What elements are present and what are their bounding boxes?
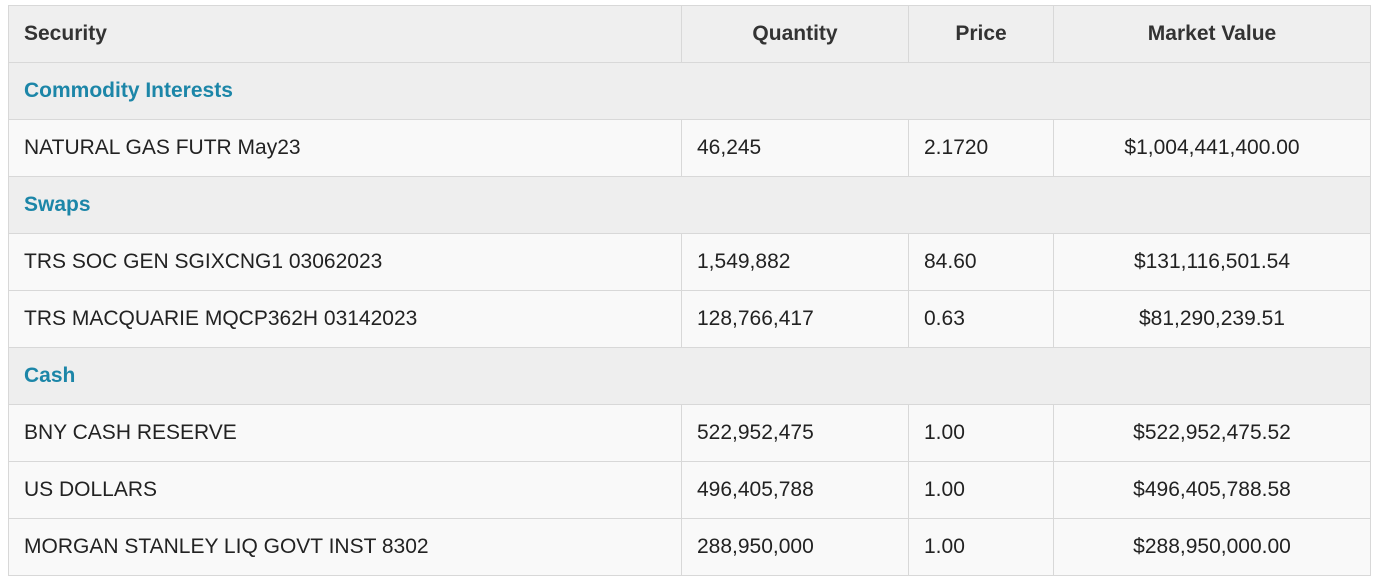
quantity-cell: 288,950,000 bbox=[681, 518, 909, 576]
security-cell: MORGAN STANLEY LIQ GOVT INST 8302 bbox=[8, 518, 682, 576]
quantity-cell: 46,245 bbox=[681, 119, 909, 177]
section-row-swaps: Swaps bbox=[8, 176, 1371, 234]
security-cell: BNY CASH RESERVE bbox=[8, 404, 682, 462]
quantity-cell: 1,549,882 bbox=[681, 233, 909, 291]
market-value-cell: $81,290,239.51 bbox=[1053, 290, 1371, 348]
market-value-cell: $131,116,501.54 bbox=[1053, 233, 1371, 291]
column-header-security[interactable]: Security bbox=[8, 5, 682, 63]
table-row: TRS SOC GEN SGIXCNG1 03062023 1,549,882 … bbox=[8, 233, 1371, 291]
quantity-cell: 522,952,475 bbox=[681, 404, 909, 462]
holdings-table: Security Quantity Price Market Value Com… bbox=[8, 5, 1371, 576]
market-value-cell: $522,952,475.52 bbox=[1053, 404, 1371, 462]
section-label: Swaps bbox=[8, 176, 1371, 234]
column-header-price[interactable]: Price bbox=[908, 5, 1054, 63]
security-cell: US DOLLARS bbox=[8, 461, 682, 519]
column-header-market-value[interactable]: Market Value bbox=[1053, 5, 1371, 63]
quantity-cell: 128,766,417 bbox=[681, 290, 909, 348]
security-cell: TRS SOC GEN SGIXCNG1 03062023 bbox=[8, 233, 682, 291]
column-header-quantity[interactable]: Quantity bbox=[681, 5, 909, 63]
section-row-cash: Cash bbox=[8, 347, 1371, 405]
price-cell: 0.63 bbox=[908, 290, 1054, 348]
market-value-cell: $1,004,441,400.00 bbox=[1053, 119, 1371, 177]
section-row-commodity-interests: Commodity Interests bbox=[8, 62, 1371, 120]
price-cell: 84.60 bbox=[908, 233, 1054, 291]
table-row: NATURAL GAS FUTR May23 46,245 2.1720 $1,… bbox=[8, 119, 1371, 177]
market-value-cell: $496,405,788.58 bbox=[1053, 461, 1371, 519]
security-cell: TRS MACQUARIE MQCP362H 03142023 bbox=[8, 290, 682, 348]
market-value-cell: $288,950,000.00 bbox=[1053, 518, 1371, 576]
quantity-cell: 496,405,788 bbox=[681, 461, 909, 519]
table-row: MORGAN STANLEY LIQ GOVT INST 8302 288,95… bbox=[8, 518, 1371, 576]
table-row: BNY CASH RESERVE 522,952,475 1.00 $522,9… bbox=[8, 404, 1371, 462]
section-label: Cash bbox=[8, 347, 1371, 405]
table-row: US DOLLARS 496,405,788 1.00 $496,405,788… bbox=[8, 461, 1371, 519]
holdings-table-container: Security Quantity Price Market Value Com… bbox=[8, 5, 1371, 576]
table-row: TRS MACQUARIE MQCP362H 03142023 128,766,… bbox=[8, 290, 1371, 348]
security-cell: NATURAL GAS FUTR May23 bbox=[8, 119, 682, 177]
price-cell: 1.00 bbox=[908, 404, 1054, 462]
price-cell: 1.00 bbox=[908, 518, 1054, 576]
price-cell: 2.1720 bbox=[908, 119, 1054, 177]
price-cell: 1.00 bbox=[908, 461, 1054, 519]
section-label: Commodity Interests bbox=[8, 62, 1371, 120]
table-header-row: Security Quantity Price Market Value bbox=[8, 5, 1371, 63]
